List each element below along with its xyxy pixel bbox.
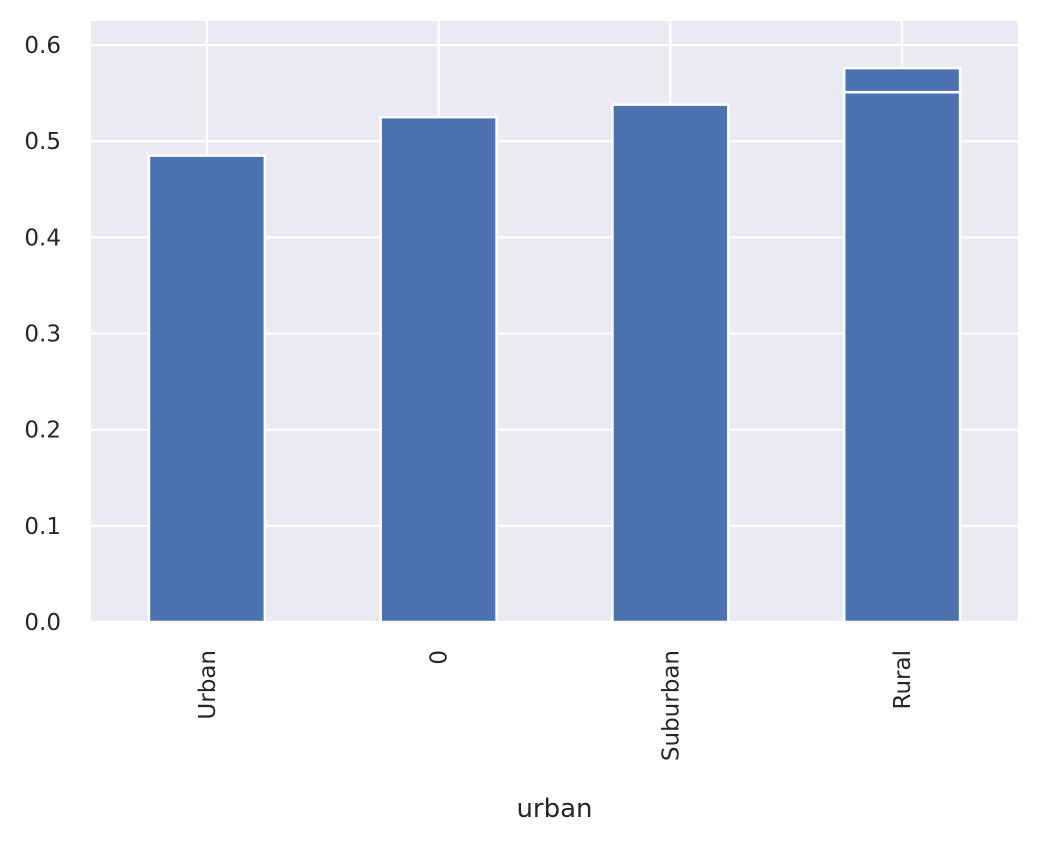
x-tick-label: Urban <box>195 650 221 720</box>
bar-urban-segment-0 <box>147 154 267 624</box>
x-axis-ticks: Urban 0 Suburban Rural <box>195 650 916 761</box>
y-tick-label: 0.6 <box>24 33 61 59</box>
x-tick-label: Rural <box>890 650 916 709</box>
y-tick-label: 0.3 <box>24 322 61 348</box>
y-tick-label: 0.2 <box>24 418 61 444</box>
y-tick-label: 0.1 <box>24 514 61 540</box>
y-tick-label: 0.4 <box>24 225 61 251</box>
x-axis-label: urban <box>516 794 592 824</box>
y-tick-label: 0.5 <box>24 129 61 155</box>
bar-0-segment-0 <box>379 115 498 624</box>
bars <box>147 66 962 624</box>
y-tick-label: 0.0 <box>24 610 61 636</box>
y-axis-ticks: 0.0 0.1 0.2 0.3 0.4 0.5 0.6 <box>24 33 61 636</box>
x-tick-label: Suburban <box>658 650 684 761</box>
x-tick-label: 0 <box>427 650 453 665</box>
bar-rural-segment-1 <box>842 66 962 94</box>
bar-suburban-segment-0 <box>611 103 730 624</box>
bar-rural-segment-0 <box>842 90 962 624</box>
